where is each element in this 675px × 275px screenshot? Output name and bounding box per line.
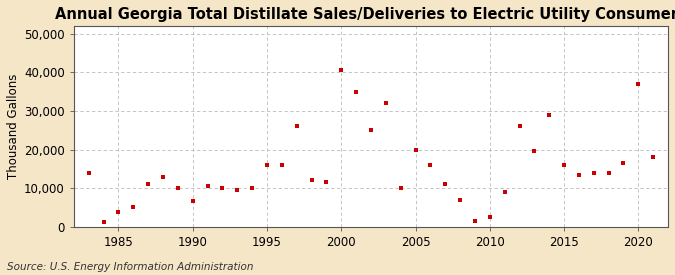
Point [321,180,332,185]
Point [173,186,184,190]
Point [247,186,258,190]
Point [633,82,644,86]
Point [381,101,392,105]
Point [202,184,213,188]
Point [648,155,659,160]
Point [618,161,629,165]
Point [351,89,362,94]
Point [440,182,451,186]
Point [574,172,585,177]
Point [425,163,436,167]
Point [559,163,570,167]
Y-axis label: Thousand Gallons: Thousand Gallons [7,74,20,179]
Point [262,163,273,167]
Point [603,170,614,175]
Point [232,188,243,192]
Point [142,182,153,186]
Point [589,170,599,175]
Point [514,124,525,128]
Point [336,68,347,73]
Point [188,198,198,203]
Point [83,170,94,175]
Point [158,174,169,179]
Title: Annual Georgia Total Distillate Sales/Deliveries to Electric Utility Consumers: Annual Georgia Total Distillate Sales/De… [55,7,675,22]
Point [410,147,421,152]
Point [306,178,317,183]
Point [113,210,124,214]
Point [529,149,540,154]
Point [277,163,288,167]
Point [485,214,495,219]
Point [292,124,302,128]
Point [217,186,228,190]
Point [544,112,555,117]
Point [366,128,377,132]
Text: Source: U.S. Energy Information Administration: Source: U.S. Energy Information Administ… [7,262,253,272]
Point [455,197,466,202]
Point [500,190,510,194]
Point [396,186,406,190]
Point [128,205,138,210]
Point [98,220,109,224]
Point [470,219,481,223]
